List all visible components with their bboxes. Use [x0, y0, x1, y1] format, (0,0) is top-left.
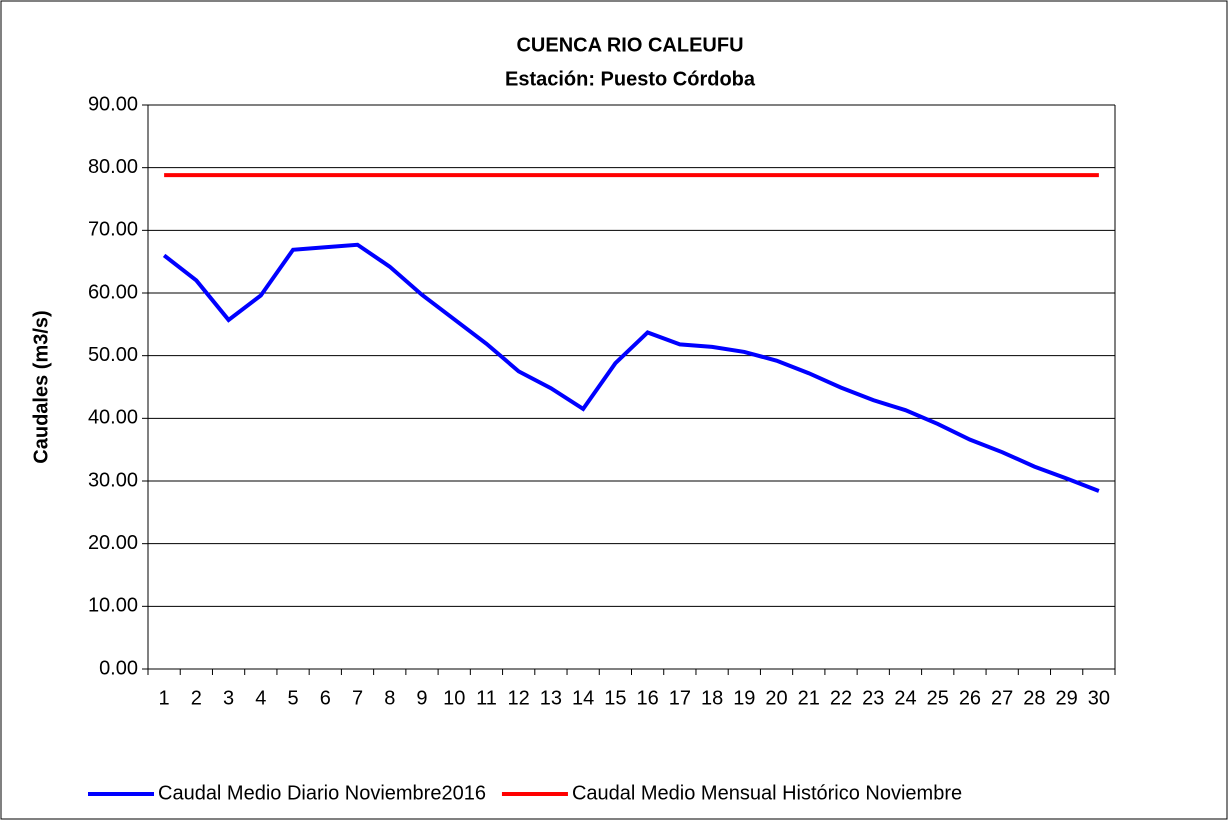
chart-title: CUENCA RIO CALEUFU	[516, 34, 743, 56]
x-tick-label: 22	[830, 687, 852, 709]
x-tick-label: 12	[508, 687, 530, 709]
x-tick-label: 13	[540, 687, 562, 709]
x-tick-label: 29	[1056, 687, 1078, 709]
x-tick-label: 27	[991, 687, 1013, 709]
y-tick-label: 70.00	[88, 219, 138, 241]
x-tick-label: 4	[255, 687, 266, 709]
x-tick-label: 2	[191, 687, 202, 709]
x-tick-label: 5	[287, 687, 298, 709]
x-tick-label: 11	[476, 687, 497, 709]
y-tick-label: 90.00	[88, 93, 138, 115]
y-tick-label: 80.00	[88, 156, 138, 178]
legend-label: Caudal Medio Diario Noviembre2016	[158, 782, 486, 804]
x-tick-label: 14	[572, 687, 594, 709]
series-line	[162, 242, 1100, 493]
x-tick-label: 18	[701, 687, 723, 709]
x-tick-label: 8	[384, 687, 395, 709]
x-tick-label: 25	[927, 687, 949, 709]
x-tick-label: 26	[959, 687, 981, 709]
x-tick-label: 24	[894, 687, 916, 709]
chart-subtitle: Estación: Puesto Córdoba	[505, 68, 756, 90]
y-tick-label: 30.00	[88, 469, 138, 491]
legend-label: Caudal Medio Mensual Histórico Noviembre	[572, 782, 962, 804]
x-tick-label: 6	[320, 687, 331, 709]
y-tick-label: 50.00	[88, 344, 138, 366]
y-tick-label: 10.00	[88, 595, 138, 617]
x-tick-label: 9	[416, 687, 427, 709]
x-tick-label: 30	[1088, 687, 1110, 709]
x-tick-label: 1	[159, 687, 170, 709]
y-tick-label: 60.00	[88, 281, 138, 303]
x-tick-label: 20	[765, 687, 787, 709]
y-axis-label: Caudales (m3/s)	[30, 310, 52, 463]
x-tick-label: 28	[1023, 687, 1045, 709]
x-tick-label: 17	[669, 687, 691, 709]
x-tick-label: 15	[604, 687, 626, 709]
x-tick-label: 19	[733, 687, 755, 709]
x-tick-label: 16	[636, 687, 658, 709]
x-tick-label: 10	[443, 687, 465, 709]
x-tick-label: 3	[223, 687, 234, 709]
y-tick-label: 20.00	[88, 532, 138, 554]
x-tick-label: 21	[798, 687, 820, 709]
y-tick-label: 0.00	[99, 657, 138, 679]
x-tick-label: 23	[862, 687, 884, 709]
y-tick-label: 40.00	[88, 407, 138, 429]
x-tick-label: 7	[352, 687, 363, 709]
